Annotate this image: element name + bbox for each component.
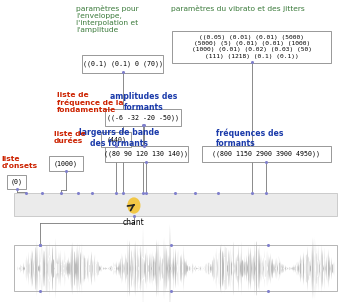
FancyBboxPatch shape	[202, 146, 331, 162]
FancyBboxPatch shape	[172, 31, 331, 63]
Text: (440): (440)	[106, 136, 126, 143]
FancyBboxPatch shape	[105, 109, 181, 126]
FancyBboxPatch shape	[101, 132, 131, 147]
Text: chant: chant	[123, 218, 145, 227]
Bar	[14, 245, 337, 291]
Ellipse shape	[127, 198, 140, 214]
Text: ((800 1150 2900 3900 4950)): ((800 1150 2900 3900 4950))	[212, 151, 320, 157]
Text: liste de
fréquence de la
fondamentale: liste de fréquence de la fondamentale	[57, 92, 124, 113]
FancyBboxPatch shape	[7, 175, 26, 189]
FancyBboxPatch shape	[49, 156, 83, 171]
Text: ((0.1) (0.1) 0 (70)): ((0.1) (0.1) 0 (70))	[83, 61, 163, 67]
Text: fréquences des
formants: fréquences des formants	[216, 128, 284, 148]
Text: amplitudes des
formants: amplitudes des formants	[110, 92, 177, 111]
Text: paramètres pour
l'enveloppe,
l'interpolation et
l'amplitude: paramètres pour l'enveloppe, l'interpola…	[76, 5, 139, 33]
Bar	[14, 193, 337, 216]
Text: ((-6 -32 -20 -50)): ((-6 -32 -20 -50))	[107, 114, 179, 121]
Text: liste de
durées: liste de durées	[54, 131, 85, 144]
Text: ((0.05) (0.01) (0.01) (5000)
(5000) (5) (0.01) (0.01) (1000)
(1000) (0.01) (0.02: ((0.05) (0.01) (0.01) (5000) (5000) (5) …	[192, 35, 312, 59]
Text: (0): (0)	[11, 179, 22, 185]
FancyBboxPatch shape	[105, 146, 188, 162]
Text: paramètres du vibrato et des jitters: paramètres du vibrato et des jitters	[171, 5, 305, 11]
Text: ((80 90 120 130 140)): ((80 90 120 130 140))	[104, 151, 188, 157]
FancyBboxPatch shape	[82, 55, 163, 73]
Text: (1000): (1000)	[54, 160, 78, 167]
Text: largeurs de bande
des formants: largeurs de bande des formants	[79, 128, 160, 148]
Text: liste
d'onsets: liste d'onsets	[2, 156, 38, 169]
